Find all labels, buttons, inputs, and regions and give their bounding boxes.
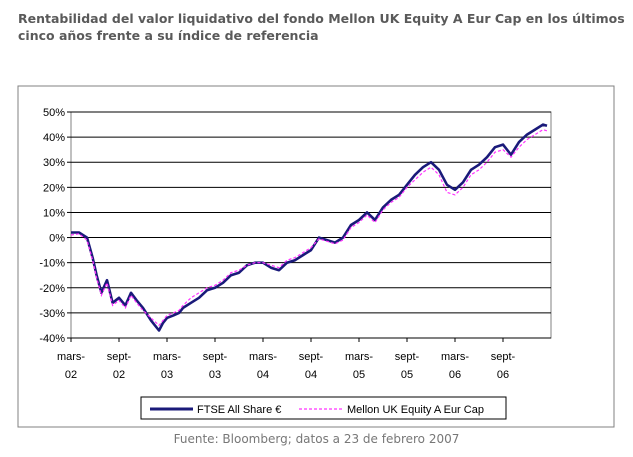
y-tick-label: 10% xyxy=(43,207,65,219)
y-tick-label: -40% xyxy=(39,333,65,345)
source-note: Fuente: Bloomberg; datos a 23 de febrero… xyxy=(173,432,460,446)
x-tick-label: 02 xyxy=(113,369,125,381)
y-axis-tick-labels: 50% 40% 30% 20% 10% 0% -10% -20% -30% -40% xyxy=(39,107,65,345)
x-tick-label: sept- xyxy=(299,351,324,363)
x-axis-tick-labels: mars- 02 sept- 02 mars- 03 sept- 03 mars- 04 sept-… xyxy=(57,351,516,381)
y-tick-label: 0% xyxy=(49,233,65,245)
legend-box xyxy=(140,396,507,420)
x-tick-label: mars- xyxy=(345,351,373,363)
legend-label-ftse: FTSE All Share € xyxy=(197,404,281,416)
chart-title-line-2: cinco años frente a su índice de referen… xyxy=(18,28,319,43)
chart-title: Rentabilidad del valor liquidativo del f… xyxy=(18,10,625,44)
x-tick-label: 04 xyxy=(305,369,317,381)
x-tick-label: 02 xyxy=(65,369,77,381)
x-tick-label: mars- xyxy=(249,351,277,363)
x-tick-label: mars- xyxy=(57,351,85,363)
y-tick-label: -30% xyxy=(39,308,65,320)
x-tick-label: 06 xyxy=(497,369,509,381)
chart-frame xyxy=(17,85,615,428)
x-tick-label: 03 xyxy=(161,369,173,381)
series-line-ftse xyxy=(71,123,548,332)
x-tick-label: mars- xyxy=(441,351,469,363)
x-tick-label: 05 xyxy=(401,369,413,381)
x-tick-label: 04 xyxy=(257,369,269,381)
series-lines xyxy=(70,123,548,332)
x-tick-label: 05 xyxy=(353,369,365,381)
chart-title-line-1: Rentabilidad del valor liquidativo del f… xyxy=(18,11,625,26)
gridlines xyxy=(67,111,551,342)
x-tick-label: mars- xyxy=(153,351,181,363)
x-tick-label: sept- xyxy=(395,351,420,363)
x-tick-label: sept- xyxy=(107,351,132,363)
y-tick-label: -10% xyxy=(39,258,65,270)
series-line-mellon xyxy=(70,128,548,327)
x-tick-label: sept- xyxy=(203,351,228,363)
y-tick-label: 30% xyxy=(43,157,65,169)
y-tick-label: 50% xyxy=(43,107,65,119)
x-tick-label: 03 xyxy=(209,369,221,381)
y-tick-label: 40% xyxy=(43,132,65,144)
legend-label-mellon: Mellon UK Equity A Eur Cap xyxy=(347,404,484,416)
x-tick-label: 06 xyxy=(449,369,461,381)
x-tick-label: sept- xyxy=(491,351,516,363)
y-tick-label: 20% xyxy=(43,182,65,194)
y-tick-label: -20% xyxy=(39,283,65,295)
